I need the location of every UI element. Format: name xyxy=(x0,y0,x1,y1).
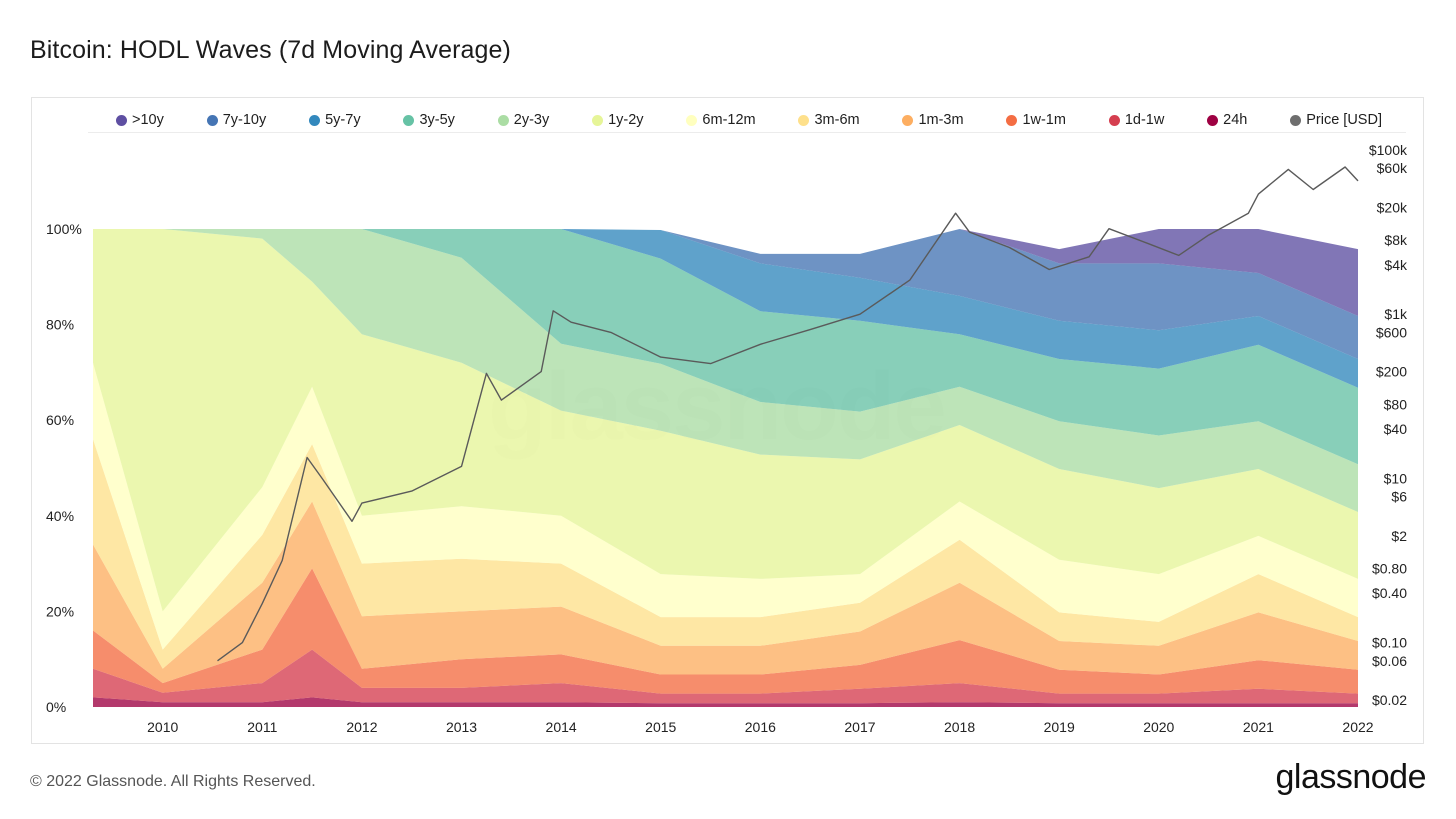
legend-swatch-icon xyxy=(592,114,604,126)
legend-label: 6m-12m xyxy=(702,112,756,128)
area-3m-6m xyxy=(93,439,1358,669)
legend-item-over-10y[interactable]: >10y xyxy=(116,112,164,128)
legend-item-1m-3m[interactable]: 1m-3m xyxy=(902,112,964,128)
area-1y-2y xyxy=(93,229,1358,612)
legend-item-3m-6m[interactable]: 3m-6m xyxy=(798,112,860,128)
legend-label: 1d-1w xyxy=(1124,112,1165,128)
chart-legend: >10y 7y-10y 5y-7y 3y-5y 2y-3y 1y-2y 6m-12m 3m-6… xyxy=(88,108,1406,133)
area-5y-7y xyxy=(93,229,1358,388)
legend-label: >10y xyxy=(132,112,164,128)
y-tick-label: 100% xyxy=(46,221,82,237)
area-6m-12m xyxy=(93,362,1358,650)
x-tick-label: 2014 xyxy=(546,719,577,735)
legend-item-1y-2y[interactable]: 1y-2y xyxy=(592,112,644,128)
x-tick-label: 2019 xyxy=(1044,719,1075,735)
copyright-text: © 2022 Glassnode. All Rights Reserved. xyxy=(30,773,316,790)
area-1d-1w xyxy=(93,649,1358,704)
legend-swatch-icon xyxy=(798,114,810,126)
price-tick-label: $0.02 xyxy=(1372,692,1407,708)
legend-swatch-icon xyxy=(206,114,218,126)
legend-label: 5y-7y xyxy=(325,112,361,128)
legend-item-6m-12m[interactable]: 6m-12m xyxy=(686,112,756,128)
legend-swatch-icon xyxy=(116,114,127,126)
legend-item-24h[interactable]: 24h xyxy=(1207,112,1247,128)
page-title: Bitcoin: HODL Waves (7d Moving Average) xyxy=(30,36,511,64)
legend-item-7y-10y[interactable]: 7y-10y xyxy=(206,112,267,128)
legend-swatch-icon xyxy=(686,114,698,126)
x-tick-label: 2021 xyxy=(1243,719,1274,735)
price-tick-label: $0.80 xyxy=(1372,560,1407,576)
price-tick-label: $6 xyxy=(1391,489,1407,505)
legend-label: 7y-10y xyxy=(222,112,267,128)
legend-swatch-icon xyxy=(1006,114,1018,126)
area-over-10y xyxy=(93,229,1358,316)
legend-label: 1m-3m xyxy=(918,112,964,128)
x-tick-label: 2017 xyxy=(844,719,875,735)
area-3y-5y xyxy=(93,229,1358,465)
price-tick-label: $60k xyxy=(1377,160,1408,176)
legend-label: 1w-1m xyxy=(1022,112,1066,128)
x-tick-label: 2010 xyxy=(147,719,178,735)
legend-swatch-icon xyxy=(1207,114,1219,126)
price-tick-label: $40 xyxy=(1384,421,1408,437)
legend-swatch-icon xyxy=(1108,114,1120,126)
price-tick-label: $0.10 xyxy=(1372,635,1407,651)
price-tick-label: $100k xyxy=(1369,142,1408,158)
x-tick-label: 2015 xyxy=(645,719,676,735)
legend-label: 3y-5y xyxy=(419,112,455,128)
area-2y-3y xyxy=(93,229,1358,512)
price-tick-label: $20k xyxy=(1377,199,1408,215)
legend-swatch-icon xyxy=(1290,114,1302,126)
price-tick-label: $8k xyxy=(1384,232,1408,248)
legend-item-1d-1w[interactable]: 1d-1w xyxy=(1108,112,1165,128)
area-1m-3m xyxy=(93,501,1358,684)
price-tick-label: $4k xyxy=(1384,257,1408,273)
legend-label: 2y-3y xyxy=(513,112,550,128)
price-tick-label: $80 xyxy=(1384,396,1408,412)
price-line xyxy=(217,166,1359,662)
legend-item-2y-3y[interactable]: 2y-3y xyxy=(497,112,550,128)
x-tick-label: 2012 xyxy=(346,719,377,735)
price-tick-label: $200 xyxy=(1376,364,1407,380)
legend-label: 1y-2y xyxy=(608,112,644,128)
area-7y-10y xyxy=(93,229,1358,359)
price-tick-label: $10 xyxy=(1384,470,1408,486)
legend-label: Price [USD] xyxy=(1306,112,1382,128)
legend-item-price-usd[interactable]: Price [USD] xyxy=(1290,112,1382,128)
legend-swatch-icon xyxy=(902,114,914,126)
y-tick-label: 20% xyxy=(46,603,74,619)
legend-label: 3m-6m xyxy=(814,112,860,128)
x-tick-label: 2022 xyxy=(1342,719,1373,735)
y-tick-label: 60% xyxy=(46,412,74,428)
area-layers xyxy=(93,229,1358,707)
chart-frame xyxy=(31,97,1424,744)
x-tick-label: 2013 xyxy=(446,719,477,735)
y-tick-label: 40% xyxy=(46,508,74,524)
y-tick-label: 0% xyxy=(46,699,66,715)
legend-swatch-icon xyxy=(309,114,321,126)
legend-item-3y-5y[interactable]: 3y-5y xyxy=(403,112,455,128)
legend-item-5y-7y[interactable]: 5y-7y xyxy=(309,112,361,128)
x-tick-label: 2020 xyxy=(1143,719,1174,735)
price-tick-label: $600 xyxy=(1376,324,1407,340)
x-tick-label: 2016 xyxy=(745,719,776,735)
area-24h xyxy=(93,697,1358,707)
x-tick-label: 2018 xyxy=(944,719,975,735)
price-tick-label: $0.40 xyxy=(1372,585,1407,601)
legend-label: 24h xyxy=(1223,112,1248,128)
legend-swatch-icon xyxy=(497,114,509,126)
glassnode-logo: glassnode xyxy=(1275,758,1426,796)
legend-item-1w-1m[interactable]: 1w-1m xyxy=(1006,112,1066,128)
legend-swatch-icon xyxy=(403,114,415,126)
x-tick-label: 2011 xyxy=(247,719,277,735)
y-tick-label: 80% xyxy=(46,317,74,333)
price-tick-label: $0.06 xyxy=(1372,653,1407,669)
area-1w-1m xyxy=(93,568,1358,694)
price-tick-label: $2 xyxy=(1391,528,1407,544)
price-tick-label: $1k xyxy=(1384,306,1408,322)
